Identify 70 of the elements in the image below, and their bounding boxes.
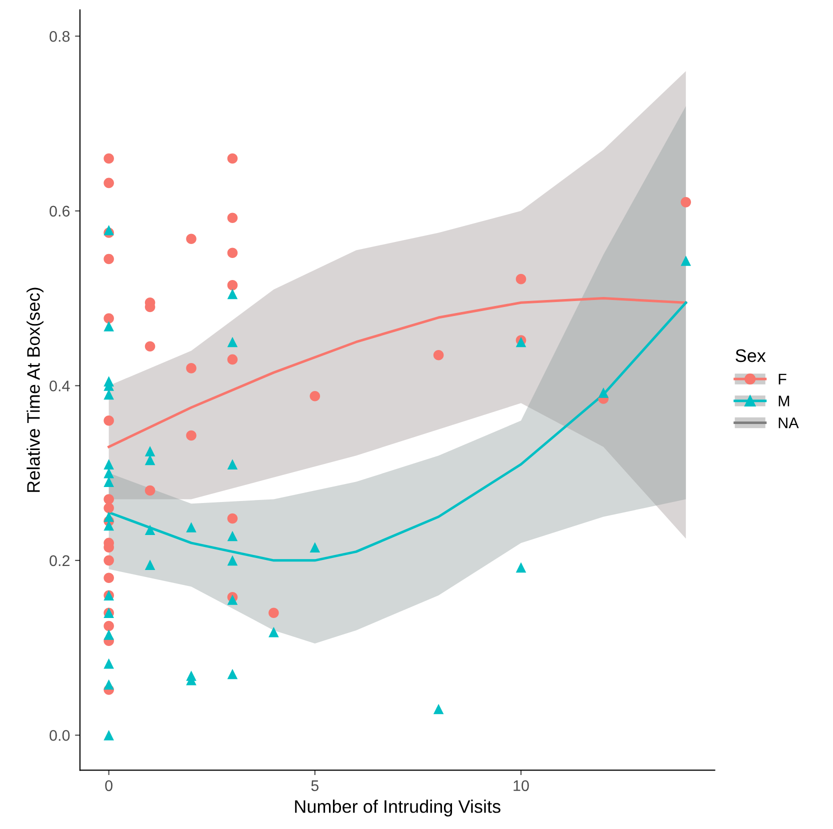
point xyxy=(104,178,114,188)
point xyxy=(227,280,238,290)
y-tick-label: 0.8 xyxy=(50,31,70,42)
point xyxy=(268,608,279,618)
point xyxy=(104,459,114,470)
point xyxy=(104,494,114,504)
point xyxy=(227,594,238,605)
point xyxy=(227,530,238,542)
point xyxy=(144,560,156,570)
point xyxy=(104,321,114,332)
point xyxy=(104,630,114,640)
x-axis-title: Number of Intruding Visits xyxy=(295,800,500,816)
point xyxy=(516,274,526,284)
point xyxy=(104,502,114,514)
point xyxy=(186,363,196,374)
point xyxy=(104,572,114,584)
y-tick-label: 0.0 xyxy=(50,730,70,741)
point xyxy=(227,153,238,164)
x-tick-label: 0 xyxy=(105,780,112,792)
point xyxy=(104,153,114,164)
point xyxy=(104,512,114,522)
point xyxy=(310,542,320,552)
legend-label: M xyxy=(778,396,790,406)
point xyxy=(310,391,320,402)
point xyxy=(104,389,114,400)
point xyxy=(227,288,238,300)
point xyxy=(144,524,156,535)
point xyxy=(144,454,156,466)
point xyxy=(104,620,114,632)
point xyxy=(186,430,196,441)
point xyxy=(227,513,238,524)
point xyxy=(104,679,114,690)
point xyxy=(227,212,238,224)
legend-title: Sex xyxy=(736,349,766,362)
point xyxy=(433,704,444,714)
point xyxy=(144,485,156,496)
point xyxy=(227,336,238,348)
point xyxy=(104,415,114,426)
point xyxy=(433,350,444,360)
point xyxy=(227,555,238,566)
y-tick-label: 0.2 xyxy=(50,555,70,566)
y-axis-title: Relative Time At Box(sec) xyxy=(26,288,44,492)
point xyxy=(227,668,238,680)
point xyxy=(104,313,114,324)
legend-label: NA xyxy=(778,418,799,428)
point xyxy=(186,522,196,532)
point xyxy=(227,248,238,258)
point xyxy=(104,658,114,669)
point xyxy=(104,254,114,264)
point xyxy=(516,562,526,573)
point xyxy=(680,256,692,266)
point xyxy=(227,459,238,470)
point xyxy=(144,341,156,352)
point xyxy=(680,197,692,208)
y-tick-label: 0.4 xyxy=(50,380,70,392)
point xyxy=(144,446,156,456)
legend-label: F xyxy=(778,374,786,384)
point xyxy=(227,354,238,365)
point xyxy=(104,730,114,740)
line-series xyxy=(108,297,688,448)
point xyxy=(104,476,114,487)
point xyxy=(598,388,609,398)
point xyxy=(104,555,114,566)
x-tick-label: 5 xyxy=(311,780,319,792)
y-tick-label: 0.6 xyxy=(50,206,70,217)
x-tick-label: 10 xyxy=(514,780,529,792)
point xyxy=(186,234,196,244)
point xyxy=(104,520,114,531)
point xyxy=(268,626,279,638)
point xyxy=(104,224,114,236)
